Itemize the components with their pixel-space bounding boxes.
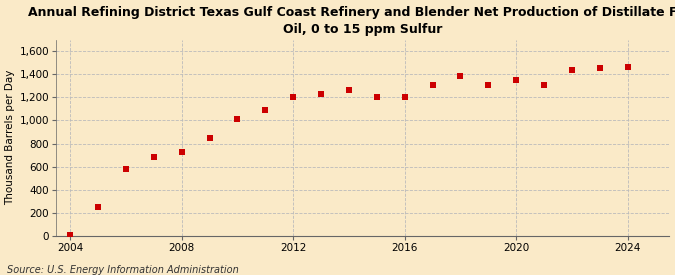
Point (566, 67, 577, 72)
Point (121, 167, 132, 171)
Point (595, 66, 605, 71)
Point (539, 82, 549, 87)
Point (65, 233, 76, 238)
Point (204, 136, 215, 140)
Point (483, 82, 493, 87)
Point (148, 155, 159, 160)
Point (344, 88, 354, 93)
Point (455, 74, 466, 79)
Title: Annual Refining District Texas Gulf Coast Refinery and Blender Net Production of: Annual Refining District Texas Gulf Coas… (28, 6, 675, 35)
Point (232, 117, 243, 122)
Point (288, 95, 298, 100)
Point (92, 205, 103, 209)
Point (260, 108, 271, 112)
Point (511, 78, 522, 82)
Point (400, 95, 410, 100)
Text: Source: U.S. Energy Information Administration: Source: U.S. Energy Information Administ… (7, 265, 238, 275)
Point (371, 95, 382, 100)
Y-axis label: Thousand Barrels per Day: Thousand Barrels per Day (5, 70, 16, 205)
Point (622, 65, 633, 70)
Point (176, 149, 187, 154)
Point (316, 92, 327, 96)
Point (427, 82, 438, 87)
